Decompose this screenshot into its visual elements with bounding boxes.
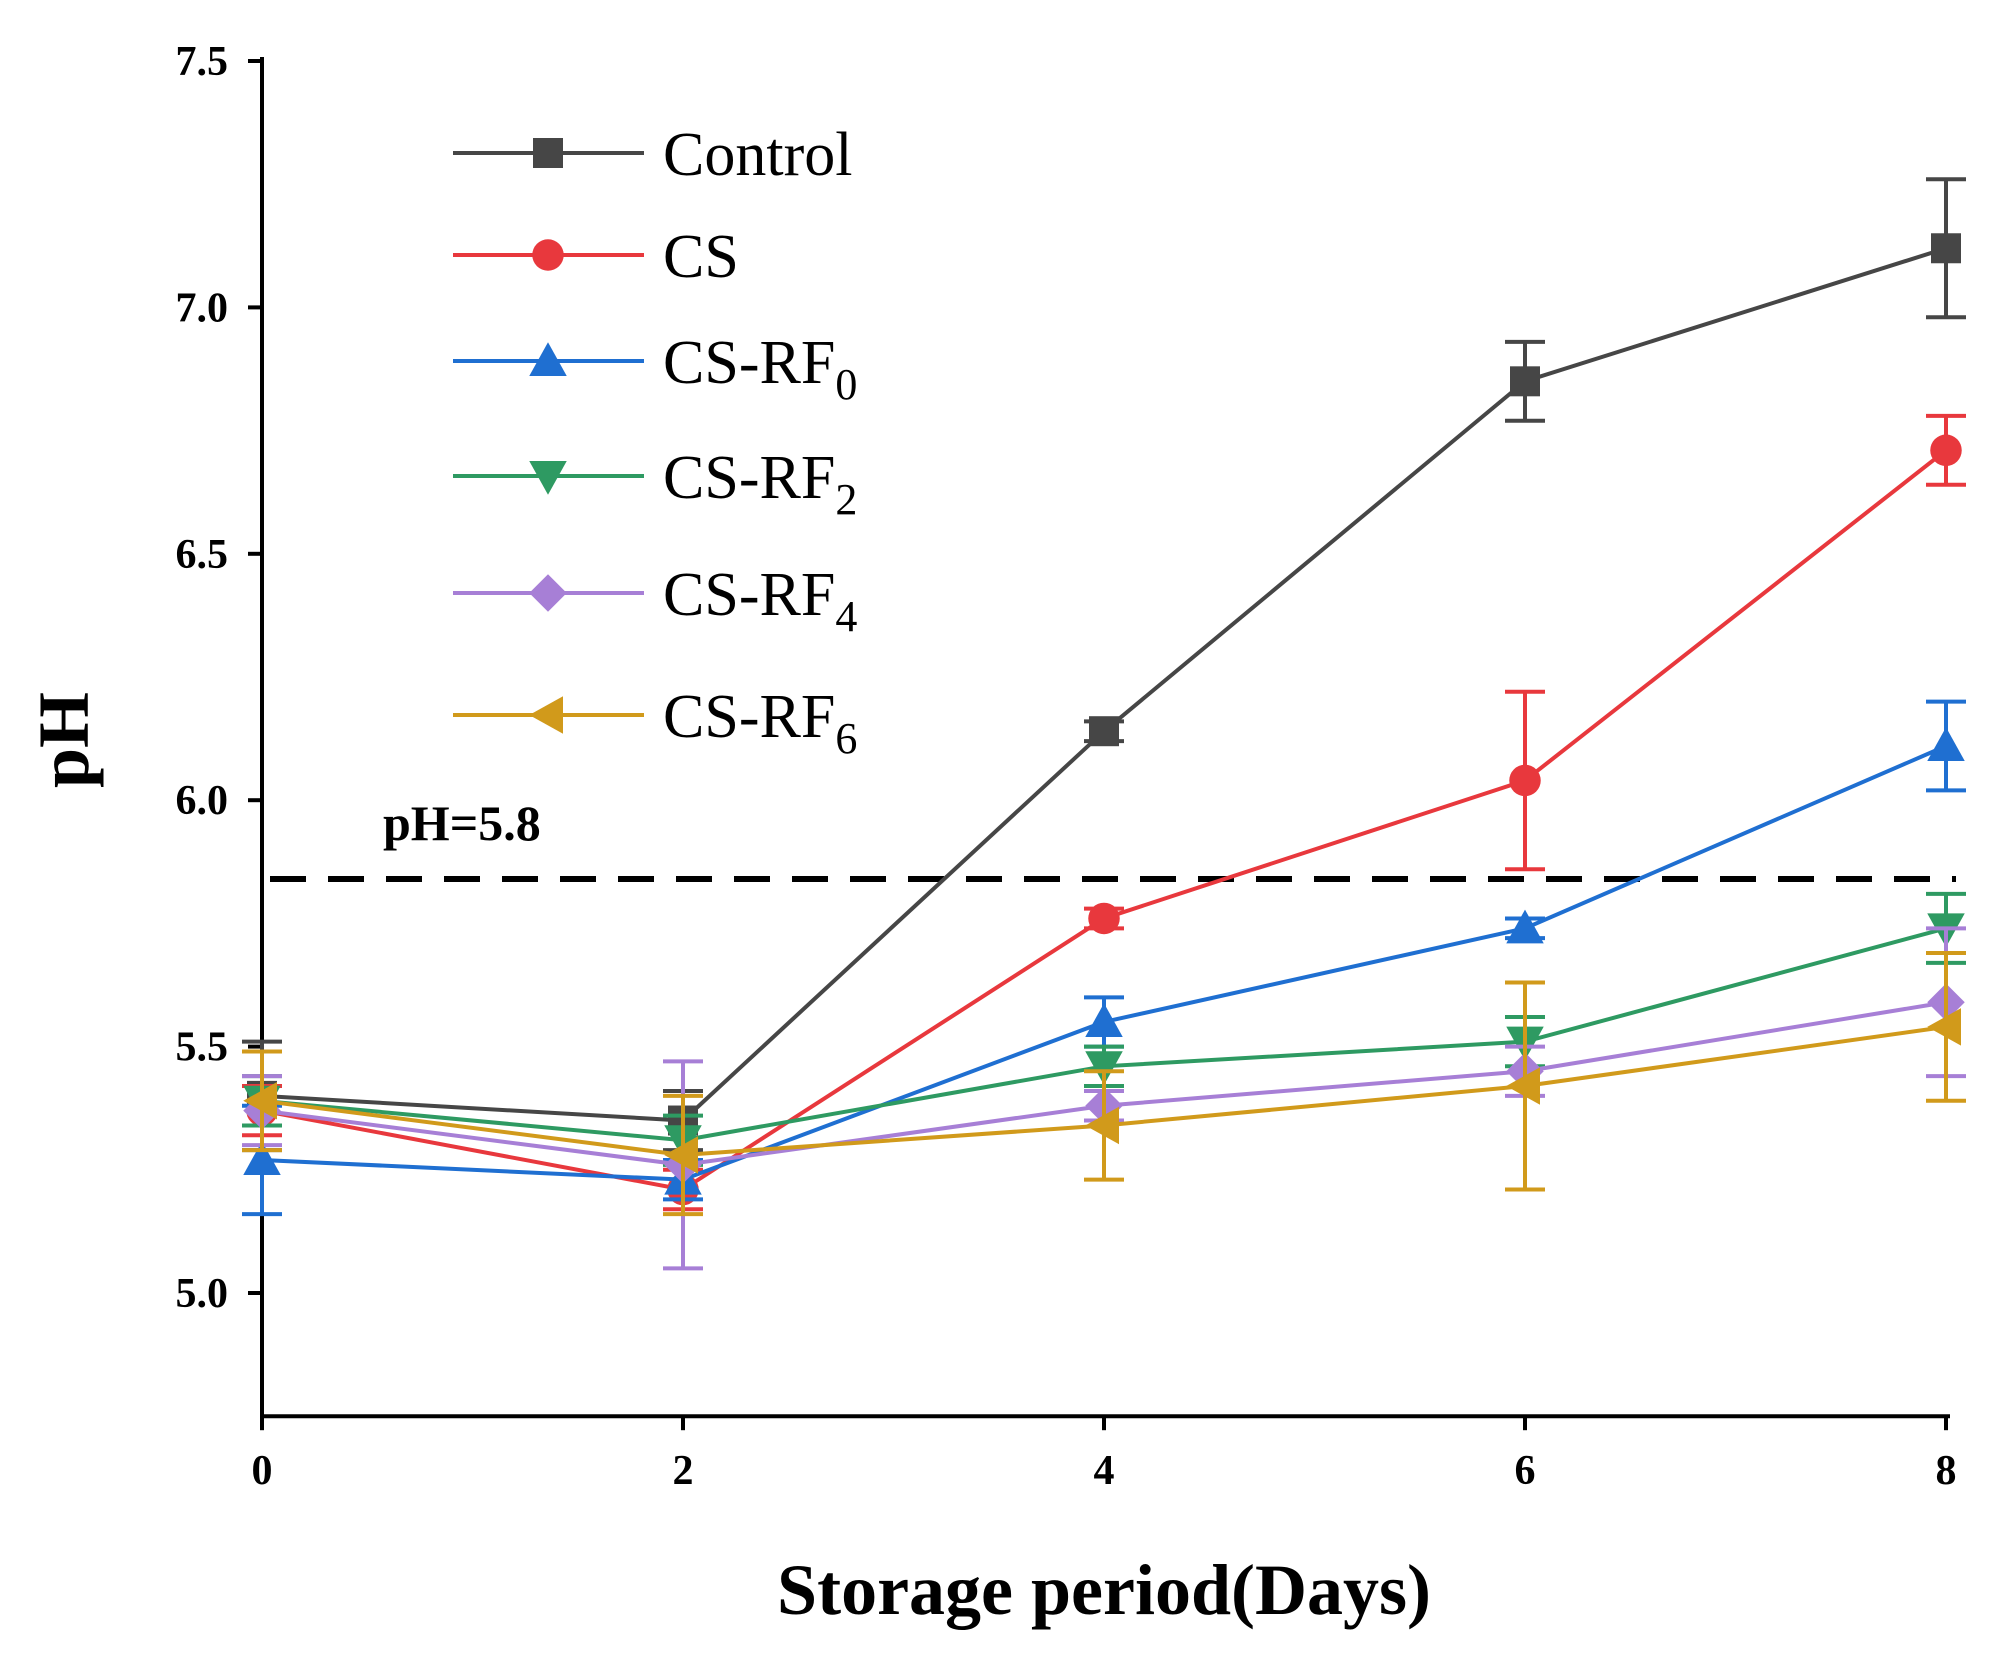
legend-label: CS — [663, 223, 739, 291]
legend-label: CS-RF6 — [663, 683, 857, 763]
y-tick-label: 5.0 — [176, 1271, 229, 1317]
y-tick-label: 6.5 — [176, 532, 229, 578]
y-tick-label: 7.0 — [176, 285, 229, 331]
x-tick-label: 4 — [1094, 1448, 1115, 1494]
legend-label-subscript: 2 — [835, 475, 857, 524]
legend-label: CS-RF0 — [663, 329, 857, 409]
legend-item-cs-rf6: CS-RF6 — [453, 683, 857, 763]
legend-label-subscript: 6 — [835, 714, 857, 763]
legend-label-main: CS-RF — [663, 329, 835, 397]
data-point — [1509, 764, 1541, 797]
legend-label-main: CS — [663, 223, 739, 291]
data-point — [664, 1136, 698, 1174]
legend-marker — [529, 342, 567, 376]
legend-marker — [529, 574, 567, 612]
data-point — [1927, 727, 1965, 761]
legend-label-main: CS-RF — [663, 683, 835, 751]
legend-item-cs-rf4: CS-RF4 — [453, 561, 857, 641]
legend-label-main: Control — [663, 121, 852, 189]
data-point — [1085, 1051, 1123, 1086]
data-point — [1927, 1008, 1961, 1046]
series-group — [242, 177, 1966, 1271]
data-point — [243, 1082, 277, 1120]
data-point — [1088, 902, 1120, 935]
x-tick-label: 8 — [1936, 1448, 1957, 1494]
legend-marker — [532, 239, 564, 271]
legend-label: CS-RF2 — [663, 444, 857, 524]
data-point — [1085, 1106, 1119, 1145]
legend-label: CS-RF4 — [663, 561, 857, 641]
legend-label-main: CS-RF — [663, 561, 835, 629]
legend-label-subscript: 0 — [835, 360, 857, 409]
data-point — [1930, 434, 1962, 467]
data-point — [1506, 909, 1544, 944]
data-point — [1506, 1067, 1540, 1105]
legend-item-cs-rf0: CS-RF0 — [453, 329, 857, 409]
x-axis-title: Storage period(Days) — [777, 1550, 1431, 1630]
axes: 0 2 4 6 8 5.0 5.5 6.0 6.5 7.0 7.5 — [176, 39, 1957, 1494]
legend-label: Control — [663, 121, 852, 189]
legend-label-main: CS-RF — [663, 444, 835, 512]
legend-item-cs: CS — [453, 223, 739, 291]
legend-label-subscript: 4 — [835, 592, 857, 641]
y-tick-label: 5.5 — [176, 1025, 229, 1071]
data-point — [1089, 716, 1119, 747]
x-tick-label: 2 — [673, 1448, 694, 1494]
legend-marker — [533, 138, 563, 168]
series-cs-rf0 — [242, 699, 1966, 1217]
legend-marker — [529, 461, 567, 495]
data-point — [1931, 233, 1961, 264]
data-point — [1510, 366, 1540, 397]
legend-item-cs-rf2: CS-RF2 — [453, 444, 857, 524]
reference-line-label: pH=5.8 — [383, 795, 541, 851]
x-tick-label: 0 — [252, 1448, 273, 1494]
legend-marker — [529, 696, 563, 734]
reference-line-group: pH=5.8 — [270, 795, 1956, 883]
y-axis-title: pH — [24, 692, 104, 788]
y-tick-label: 6.0 — [176, 778, 229, 824]
data-point — [243, 1141, 281, 1175]
y-tick-label: 7.5 — [176, 39, 229, 85]
series-line — [261, 246, 1947, 1123]
series-cs-rf6 — [242, 950, 1966, 1217]
legend-item-control: Control — [453, 121, 852, 189]
x-tick-label: 6 — [1515, 1448, 1536, 1494]
data-point — [1085, 1003, 1123, 1037]
